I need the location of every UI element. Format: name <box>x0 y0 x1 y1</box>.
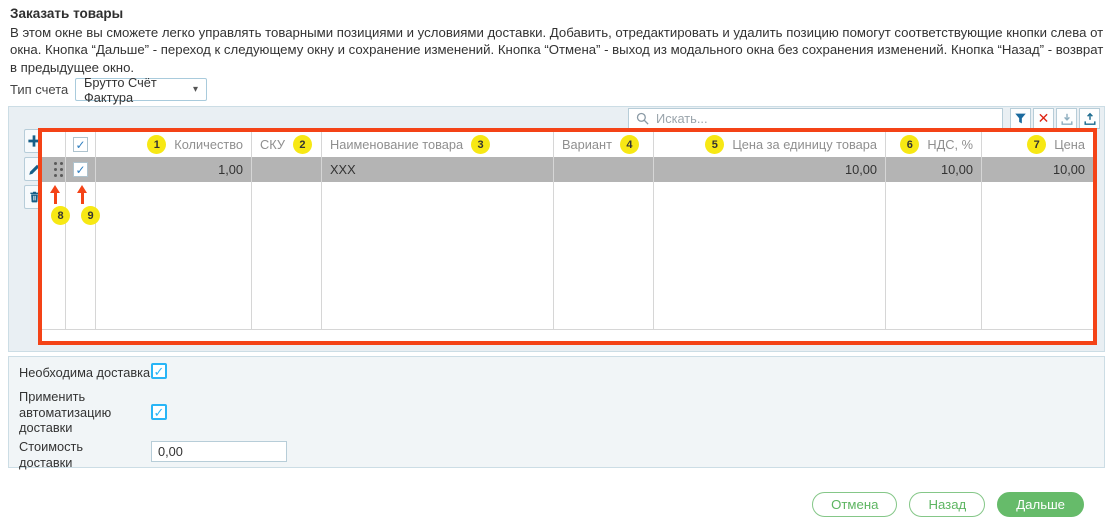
col-label-unit-price: Цена за единицу товара <box>732 137 877 152</box>
empty-cell <box>66 182 96 330</box>
empty-cell <box>252 182 322 330</box>
cell-sku[interactable] <box>252 157 322 182</box>
cancel-button[interactable]: Отмена <box>812 492 898 517</box>
col-label-qty: Количество <box>174 137 243 152</box>
chevron-down-icon <box>193 84 198 95</box>
callout-badge-2: 2 <box>292 135 312 154</box>
import-button[interactable] <box>1056 108 1077 129</box>
empty-cell <box>654 182 886 330</box>
tray-arrow-up-icon <box>1082 111 1098 127</box>
page-title: Заказать товары <box>10 6 124 21</box>
empty-cell <box>96 182 252 330</box>
delivery-panel: Необходима доставка Применить автоматиза… <box>8 356 1105 470</box>
drag-dots-icon <box>54 162 57 177</box>
delivery-required-checkbox[interactable] <box>151 363 167 379</box>
col-label-price: Цена <box>1054 137 1085 152</box>
col-header-drag <box>42 132 66 157</box>
clear-filter-button[interactable] <box>1033 108 1054 129</box>
callout-badge-3: 3 <box>471 135 491 154</box>
col-label-vat: НДС, % <box>927 137 973 152</box>
callout-badge-5: 5 <box>705 135 725 154</box>
callout-badge-4: 4 <box>619 135 639 154</box>
callout-badge-1: 1 <box>147 135 167 154</box>
empty-cell <box>322 182 554 330</box>
cell-variant[interactable] <box>554 157 654 182</box>
col-header-unit-price[interactable]: 5 Цена за единицу товара <box>654 132 886 157</box>
row-checkbox[interactable] <box>73 162 88 177</box>
page-description: В этом окне вы сможете легко управлять т… <box>10 25 1104 75</box>
filter-button[interactable] <box>1010 108 1031 129</box>
export-button[interactable] <box>1079 108 1100 129</box>
search-input[interactable] <box>656 111 996 126</box>
callout-badge-8: 8 <box>51 206 70 225</box>
invoice-type-label: Тип счета <box>10 82 69 97</box>
search-field[interactable] <box>628 108 1003 129</box>
callout-badge-9: 9 <box>81 206 100 225</box>
cell-price[interactable]: 10,00 <box>982 157 1093 182</box>
col-header-variant[interactable]: Вариант 4 <box>554 132 654 157</box>
callout-badge-7: 7 <box>1027 135 1047 154</box>
empty-cell <box>42 182 66 330</box>
pencil-icon <box>27 162 42 177</box>
back-button[interactable]: Назад <box>909 492 986 517</box>
empty-cell <box>982 182 1093 330</box>
delivery-automation-label: Применить автоматизацию доставки <box>19 389 112 435</box>
delivery-required-label: Необходима доставка <box>19 365 151 380</box>
col-header-name[interactable]: Наименование товара 3 <box>322 132 554 157</box>
delivery-automation-checkbox[interactable] <box>151 404 167 420</box>
invoice-type-select[interactable]: Брутто Счёт Фактура <box>75 75 207 105</box>
col-label-variant: Вариант <box>562 137 612 152</box>
funnel-icon <box>1013 111 1028 126</box>
col-header-sku[interactable]: СКУ 2 <box>252 132 322 157</box>
delivery-cost-label: Стоимость доставки <box>19 439 84 470</box>
footer-actions: Отмена Назад Дальше <box>812 492 1084 517</box>
items-table: 1 Количество СКУ 2 Наименование товара 3… <box>42 132 1093 330</box>
row-checkbox-cell <box>66 157 96 182</box>
col-header-price[interactable]: 7 Цена <box>982 132 1093 157</box>
col-header-qty[interactable]: 1 Количество <box>96 132 252 157</box>
search-icon <box>635 111 650 126</box>
trash-icon <box>27 189 42 205</box>
cell-vat[interactable]: 10,00 <box>886 157 982 182</box>
select-all-cell <box>66 132 96 157</box>
callout-arrow-checkbox <box>77 185 87 204</box>
select-all-checkbox[interactable] <box>73 137 88 152</box>
col-label-name: Наименование товара <box>330 137 464 152</box>
cell-qty[interactable]: 1,00 <box>96 157 252 182</box>
callout-badge-6: 6 <box>900 135 920 154</box>
cell-unit-price[interactable]: 10,00 <box>654 157 886 182</box>
empty-cell <box>886 182 982 330</box>
drag-handle[interactable] <box>42 157 66 182</box>
col-header-vat[interactable]: 6 НДС, % <box>886 132 982 157</box>
delivery-cost-input[interactable] <box>151 441 287 462</box>
plus-icon <box>26 133 42 149</box>
tray-arrow-down-icon <box>1059 111 1075 127</box>
next-button[interactable]: Дальше <box>997 492 1084 517</box>
col-label-sku: СКУ <box>260 137 285 152</box>
invoice-type-value: Брутто Счёт Фактура <box>84 74 157 105</box>
empty-cell <box>554 182 654 330</box>
callout-arrow-drag <box>50 185 60 204</box>
annotated-table-region: 1 Количество СКУ 2 Наименование товара 3… <box>38 128 1097 345</box>
cell-name[interactable]: XXX <box>322 157 554 182</box>
